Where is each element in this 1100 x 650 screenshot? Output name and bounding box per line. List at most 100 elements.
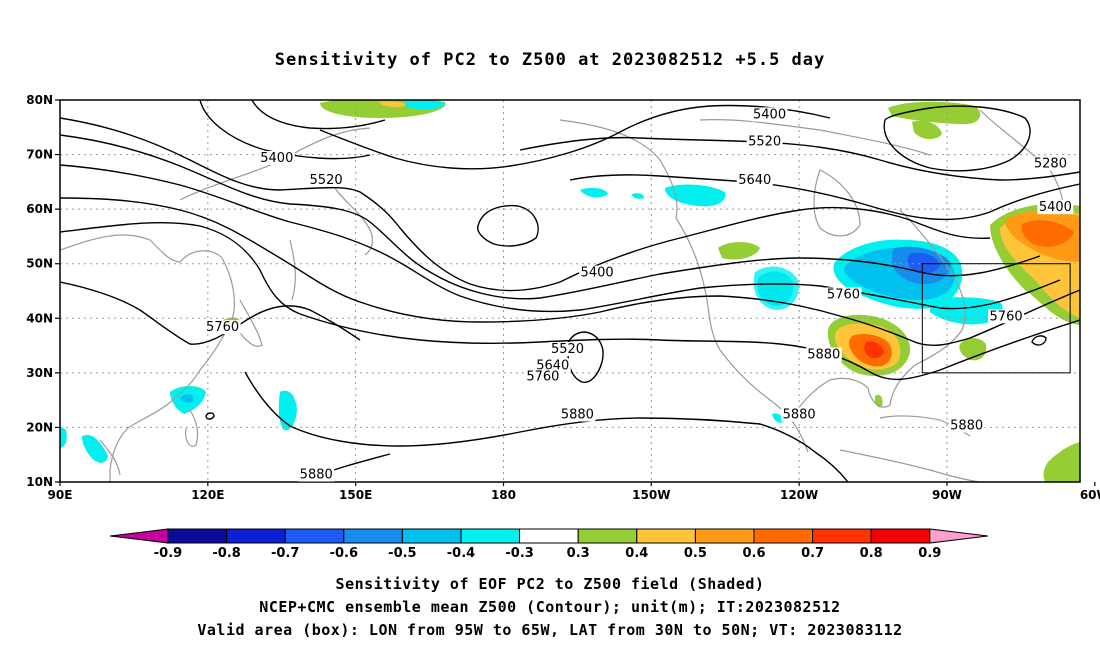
contour-label-bg <box>736 172 773 187</box>
colorbar-swatch <box>460 528 521 544</box>
contour-line <box>205 412 215 420</box>
lon-tick-label: 90E <box>48 488 73 502</box>
caption-valid-area: Valid area (box): LON from 95W to 65W, L… <box>197 621 903 639</box>
colorbar-label: -0.5 <box>388 546 416 561</box>
negative-area-great-lakes-peak <box>907 252 940 274</box>
lon-tick-label: 180 <box>491 488 516 502</box>
lon-tick-label: 60W <box>1080 488 1100 502</box>
contour-label-bg <box>948 418 985 433</box>
contour-line <box>519 136 1080 181</box>
canada-arctic-coastline <box>699 119 931 156</box>
contour-label: 5400 <box>753 107 786 122</box>
negative-area-south-china <box>82 434 108 463</box>
contour-label: 5640 <box>738 173 771 188</box>
colorbar-swatch <box>343 528 403 544</box>
negative-area-philippines-core <box>180 394 194 403</box>
colorbar-swatch <box>519 528 579 544</box>
positive-area-nw-america <box>718 242 760 260</box>
contour-line <box>60 134 1041 300</box>
lat-tick-label: 40N <box>26 311 53 325</box>
contour-label: 5880 <box>561 408 594 423</box>
colorbar-label: 0.5 <box>684 546 707 561</box>
caption-contour: NCEP+CMC ensemble mean Z500 (Contour); u… <box>259 598 841 616</box>
colorbar-label: -0.8 <box>212 546 240 561</box>
colorbar-swatch <box>753 528 814 544</box>
colorbar-swatch <box>636 528 696 544</box>
contour-line <box>199 100 371 160</box>
contour-label-bg <box>534 358 571 373</box>
contour-label-bg <box>805 347 842 362</box>
lat-tick-label: 30N <box>26 366 53 380</box>
colorbar-label: 0.9 <box>918 546 941 561</box>
colorbar-swatch <box>226 528 286 544</box>
colorbar-label: -0.7 <box>271 546 299 561</box>
contour-label: 5760 <box>526 369 559 384</box>
positive-area-tropical-atlantic <box>1043 442 1080 482</box>
contour-line <box>244 371 849 482</box>
colorbar-label: 0.3 <box>567 546 590 561</box>
contour-label-bg <box>308 172 345 187</box>
contour-label: 5520 <box>310 173 343 188</box>
contour-line <box>60 281 361 345</box>
contour-line <box>567 331 604 383</box>
indochina-coastline <box>99 439 121 476</box>
lat-tick-label: 50N <box>26 257 53 271</box>
lon-tick-label: 150E <box>339 488 372 502</box>
philippines-coastline <box>185 409 199 447</box>
colorbar-label: -0.6 <box>330 546 358 561</box>
lat-tick-label: 60N <box>26 202 53 216</box>
grid-lines <box>60 100 1080 482</box>
colorbar-swatch <box>694 528 755 544</box>
lat-tick-label: 70N <box>26 148 53 162</box>
siberia-coastline <box>179 127 371 201</box>
contour-label: 5760 <box>990 309 1023 324</box>
contour-line <box>60 221 1080 381</box>
sakhalin-coastline <box>289 239 296 301</box>
contour-label-bg <box>781 407 818 422</box>
colorbar-label: -0.9 <box>154 546 182 561</box>
contour-label: 5520 <box>748 135 781 150</box>
contour-label: 5760 <box>206 320 239 335</box>
colorbar-swatch <box>284 528 345 544</box>
lon-tick-label: 120W <box>780 488 818 502</box>
positive-area-arctic-east <box>888 101 981 124</box>
contour-line <box>1031 335 1047 346</box>
contour-label-bg <box>746 134 783 149</box>
contour-label-bg <box>549 342 586 357</box>
negative-area-pacific-north-2 <box>580 187 608 198</box>
contour-label-bg <box>1037 200 1074 215</box>
lat-tick-label: 10N <box>26 475 53 489</box>
contour-line <box>251 100 386 130</box>
contour-label: 5880 <box>783 408 816 423</box>
contour-line <box>319 104 831 170</box>
contour-label: 5400 <box>581 266 614 281</box>
negative-area-east-coast <box>930 297 1003 325</box>
colorbar-label: 0.7 <box>801 546 824 561</box>
colorbar: -0.9 -0.8 -0.7 -0.6 -0.5 -0.4 -0.3 0.3 0.4 0.5 0.6… <box>109 528 988 561</box>
contour-label-bg <box>204 320 241 335</box>
negative-area-west-halo <box>753 266 799 310</box>
contour-label: 5880 <box>807 347 840 362</box>
contour-label: 5280 <box>1034 156 1067 171</box>
lat-tick-label: 80N <box>26 93 53 107</box>
contour-line <box>60 164 1061 313</box>
colorbar-label: 0.4 <box>625 546 648 561</box>
colorbar-label: -0.3 <box>505 546 533 561</box>
negative-area-pacific-north-3 <box>632 193 645 199</box>
negative-area-central-america <box>772 413 784 423</box>
alaska-coastline <box>559 119 678 219</box>
positive-area-arctic-west-core <box>378 101 408 107</box>
valid-area-box <box>921 263 1071 374</box>
contour-label-bg <box>579 265 616 280</box>
japan-coastline <box>237 299 263 347</box>
z500-contours <box>60 100 1080 482</box>
contour-label-bg <box>988 309 1025 324</box>
lon-tick-label: 150W <box>632 488 670 502</box>
colorbar-label: -0.4 <box>447 546 475 561</box>
colorbar-swatch <box>870 528 931 544</box>
colorbar-swatch <box>812 528 872 544</box>
contour-label-bg <box>751 107 788 122</box>
map-frame <box>59 99 1081 483</box>
map-figure: 5400552056405280540054005520540055205640… <box>26 93 1100 561</box>
